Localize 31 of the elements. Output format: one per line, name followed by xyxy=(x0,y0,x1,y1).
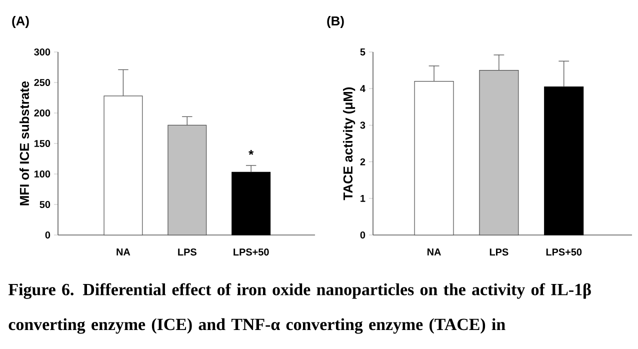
y-tick-label: 50 xyxy=(40,200,50,208)
bar xyxy=(414,80,454,236)
y-tick-label: 250 xyxy=(34,78,50,86)
chart-title: (B) xyxy=(327,16,344,28)
y-tick-label: 100 xyxy=(34,170,50,178)
chart-title: (A) xyxy=(12,16,29,28)
x-tick-label: NA xyxy=(428,248,441,256)
y-tick-label: 300 xyxy=(34,48,50,56)
x-tick-label: NA xyxy=(116,248,130,256)
bar xyxy=(544,86,584,236)
annotation: * xyxy=(248,150,254,155)
x-tick-label: LPS xyxy=(178,248,196,256)
y-tick-label: 3 xyxy=(360,122,366,129)
x-tick-label: LPS+50 xyxy=(546,248,582,256)
x-tick-label: LPS+50 xyxy=(234,248,269,256)
y-tick-label: 200 xyxy=(34,109,50,117)
y-tick-label: 5 xyxy=(360,48,366,56)
y-axis-title: TACE activity (μM) xyxy=(343,87,356,200)
y-tick-label: 1 xyxy=(360,194,366,202)
y-axis-title: MFI of ICE substrate xyxy=(20,81,30,206)
bar xyxy=(104,96,143,236)
y-tick-label: 0 xyxy=(360,231,366,239)
y-tick-label: 0 xyxy=(45,231,50,239)
caption: Figure 6. Differential effect of iron oxide nanoparticles on the activity of IL-1β converting enzyme (ICE) and TNF-α converting enzyme (TACE) in xyxy=(8,283,591,334)
y-tick-label: 4 xyxy=(360,85,366,92)
y-tick-label: 2 xyxy=(360,158,366,166)
bar xyxy=(168,124,207,236)
bar xyxy=(479,70,519,236)
y-tick-label: 150 xyxy=(34,140,50,148)
x-tick-label: LPS xyxy=(490,248,508,256)
bar xyxy=(232,172,271,236)
